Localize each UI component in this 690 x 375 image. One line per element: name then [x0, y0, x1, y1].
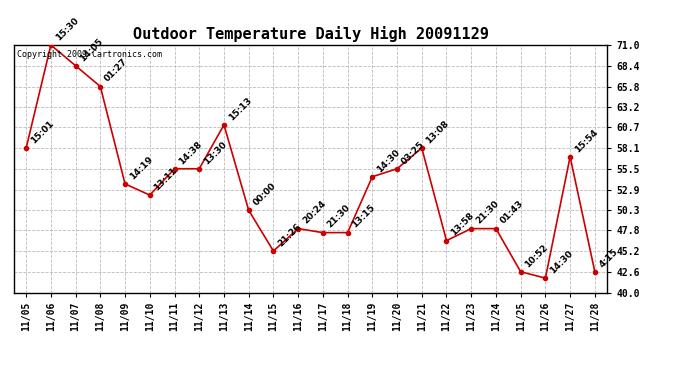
Text: 00:00: 00:00 — [251, 181, 277, 207]
Text: 03:25: 03:25 — [400, 140, 426, 166]
Text: 13:11: 13:11 — [152, 166, 179, 192]
Text: 01:43: 01:43 — [499, 199, 525, 226]
Text: 21:26: 21:26 — [276, 222, 303, 248]
Title: Outdoor Temperature Daily High 20091129: Outdoor Temperature Daily High 20091129 — [132, 27, 489, 42]
Text: 10:52: 10:52 — [524, 243, 550, 269]
Text: 21:30: 21:30 — [326, 203, 352, 230]
Text: 15:54: 15:54 — [573, 127, 600, 154]
Text: 01:27: 01:27 — [103, 57, 130, 84]
Text: 13:15: 13:15 — [351, 203, 377, 230]
Text: 20:24: 20:24 — [301, 199, 328, 226]
Text: 15:30: 15:30 — [54, 16, 80, 42]
Text: 14:38: 14:38 — [177, 139, 204, 166]
Text: Copyright 2009 Cartronics.com: Copyright 2009 Cartronics.com — [17, 50, 161, 59]
Text: 21:30: 21:30 — [474, 200, 500, 226]
Text: 14:30: 14:30 — [548, 249, 575, 275]
Text: 4:15: 4:15 — [598, 247, 620, 269]
Text: 13:08: 13:08 — [424, 119, 451, 145]
Text: 14:19: 14:19 — [128, 154, 155, 181]
Text: 13:30: 13:30 — [202, 140, 228, 166]
Text: 15:13: 15:13 — [227, 96, 253, 122]
Text: 13:58: 13:58 — [449, 211, 476, 238]
Text: 14:30: 14:30 — [375, 147, 402, 174]
Text: 14:05: 14:05 — [79, 36, 105, 63]
Text: 15:01: 15:01 — [29, 119, 55, 145]
